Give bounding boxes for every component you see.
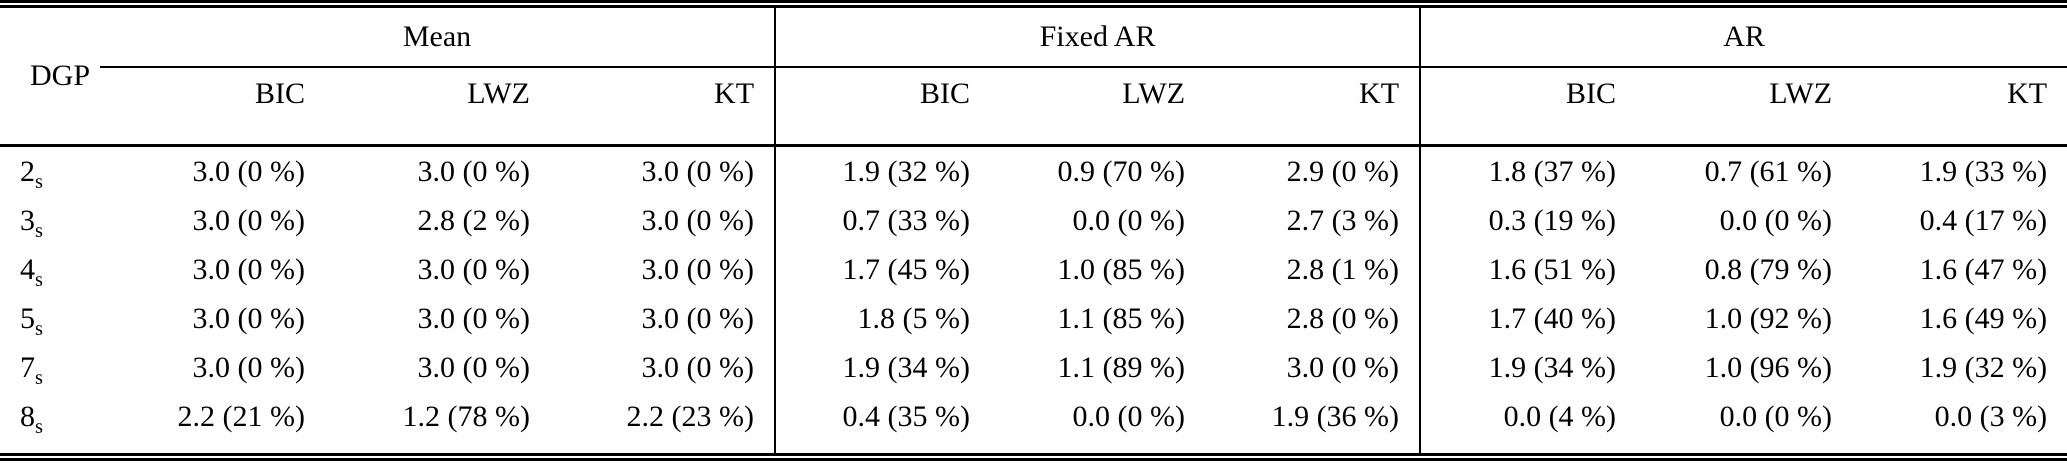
- data-cell: 2.7 (3 %): [1286, 204, 1400, 237]
- data-cell: 3.0 (0 %): [417, 253, 530, 286]
- data-cell: 0.0 (3 %): [1934, 400, 2048, 433]
- col-header-fixedar-bic: BIC: [774, 67, 991, 147]
- data-cell: 1.9 (32 %): [1919, 351, 2048, 384]
- data-cell: 0.7 (61 %): [1704, 155, 1833, 188]
- data-cell: 2.9 (0 %): [1286, 155, 1400, 188]
- data-cell: 0.7 (33 %): [774, 196, 991, 245]
- data-cell: 1.8 (5 %): [774, 294, 991, 343]
- row-label: 4s: [0, 245, 100, 294]
- table-row-2s: 2s 3.0 (0 %) 3.0 (0 %) 3.0 (0 %) 1.9 (32…: [0, 145, 2067, 197]
- row-label: 2s: [0, 146, 100, 197]
- data-cell: 3.0 (0 %): [192, 253, 305, 286]
- row-label-base: 4: [20, 253, 35, 286]
- group-header-mean: Mean: [100, 4, 776, 68]
- sub-header-row: BIC LWZ KT BIC LWZ KT BIC LWZ KT: [0, 67, 2067, 147]
- data-cell: 1.7 (45 %): [774, 245, 991, 294]
- data-cell: 3.0 (0 %): [641, 302, 755, 335]
- row-label: 7s: [0, 343, 100, 392]
- data-cell: 0.8 (79 %): [1704, 253, 1833, 286]
- col-header-ar-kt: KT: [1852, 67, 2067, 147]
- corner-header-dgp: DGP: [0, 4, 100, 147]
- col-header-mean-kt: KT: [550, 67, 776, 147]
- data-cell: 2.8 (2 %): [417, 204, 530, 237]
- row-label: 3s: [0, 196, 100, 245]
- data-cell: 1.2 (78 %): [402, 400, 530, 433]
- data-cell: 1.9 (34 %): [774, 343, 991, 392]
- data-cell: 3.0 (0 %): [641, 204, 755, 237]
- data-cell: 3.0 (0 %): [1286, 351, 1400, 384]
- row-label-base: 2: [20, 155, 35, 188]
- data-cell: 0.0 (4 %): [1419, 392, 1637, 457]
- row-label-subscript: s: [35, 171, 43, 193]
- data-cell: 1.6 (51 %): [1419, 245, 1637, 294]
- col-header-fixedar-lwz: LWZ: [990, 67, 1206, 147]
- data-cell: 1.6 (47 %): [1919, 253, 2048, 286]
- table-row-3s: 3s 3.0 (0 %) 2.8 (2 %) 3.0 (0 %) 0.7 (33…: [0, 196, 2067, 245]
- data-cell: 0.4 (35 %): [774, 392, 991, 457]
- row-label-subscript: s: [35, 416, 43, 438]
- row-label: 5s: [0, 294, 100, 343]
- data-cell: 1.0 (96 %): [1704, 351, 1833, 384]
- row-label: 8s: [0, 392, 100, 457]
- col-header-ar-lwz: LWZ: [1636, 67, 1853, 147]
- row-label-subscript: s: [35, 269, 43, 291]
- data-cell: 0.3 (19 %): [1419, 196, 1637, 245]
- data-cell: 3.0 (0 %): [417, 351, 530, 384]
- data-cell: 1.9 (33 %): [1919, 155, 2048, 188]
- data-cell: 3.0 (0 %): [641, 155, 755, 188]
- data-cell: 1.0 (92 %): [1704, 302, 1833, 335]
- col-header-mean-bic: BIC: [100, 67, 325, 147]
- data-cell: 3.0 (0 %): [192, 351, 305, 384]
- data-cell: 1.0 (85 %): [1057, 253, 1186, 286]
- data-cell: 2.8 (1 %): [1286, 253, 1400, 286]
- data-cell: 0.0 (0 %): [1719, 204, 1833, 237]
- data-cell: 1.1 (85 %): [1057, 302, 1186, 335]
- data-cell: 2.2 (21 %): [177, 400, 305, 433]
- row-label-base: 5: [20, 302, 35, 335]
- data-cell: 0.0 (0 %): [1072, 400, 1186, 433]
- data-cell: 1.1 (89 %): [1057, 351, 1186, 384]
- data-cell: 1.8 (37 %): [1419, 145, 1637, 196]
- table-row-7s: 7s 3.0 (0 %) 3.0 (0 %) 3.0 (0 %) 1.9 (34…: [0, 343, 2067, 392]
- group-header-ar: AR: [1419, 4, 2067, 68]
- data-cell: 3.0 (0 %): [192, 204, 305, 237]
- group-header-row: DGP Mean Fixed AR AR: [0, 4, 2067, 147]
- group-header-fixed-ar: Fixed AR: [774, 4, 1421, 68]
- data-cell: 1.9 (32 %): [774, 145, 991, 196]
- col-header-mean-lwz: LWZ: [325, 67, 550, 147]
- data-cell: 1.9 (34 %): [1419, 343, 1637, 392]
- data-cell: 2.2 (23 %): [626, 400, 755, 433]
- data-cell: 1.9 (36 %): [1271, 400, 1400, 433]
- row-label-subscript: s: [35, 318, 43, 340]
- data-cell: 3.0 (0 %): [417, 155, 530, 188]
- data-cell: 1.7 (40 %): [1419, 294, 1637, 343]
- data-cell: 0.4 (17 %): [1919, 204, 2048, 237]
- row-label-base: 8: [20, 400, 35, 433]
- data-cell: 3.0 (0 %): [641, 351, 755, 384]
- row-label-subscript: s: [35, 367, 43, 389]
- data-cell: 3.0 (0 %): [192, 302, 305, 335]
- table-row-8s: 8s 2.2 (21 %) 1.2 (78 %) 2.2 (23 %) 0.4 …: [0, 392, 2067, 457]
- table-row-4s: 4s 3.0 (0 %) 3.0 (0 %) 3.0 (0 %) 1.7 (45…: [0, 245, 2067, 294]
- table-row-5s: 5s 3.0 (0 %) 3.0 (0 %) 3.0 (0 %) 1.8 (5 …: [0, 294, 2067, 343]
- row-label-base: 3: [20, 204, 35, 237]
- data-cell: 3.0 (0 %): [641, 253, 755, 286]
- data-cell: 1.6 (49 %): [1919, 302, 2048, 335]
- data-cell: 2.8 (0 %): [1286, 302, 1400, 335]
- data-cell: 0.0 (0 %): [1072, 204, 1186, 237]
- data-cell: 3.0 (0 %): [192, 155, 305, 188]
- row-label-subscript: s: [35, 220, 43, 242]
- data-cell: 0.9 (70 %): [1057, 155, 1186, 188]
- col-header-fixedar-kt: KT: [1205, 67, 1421, 147]
- row-label-base: 7: [20, 351, 35, 384]
- data-cell: 3.0 (0 %): [417, 302, 530, 335]
- col-header-ar-bic: BIC: [1419, 67, 1637, 147]
- data-cell: 0.0 (0 %): [1719, 400, 1833, 433]
